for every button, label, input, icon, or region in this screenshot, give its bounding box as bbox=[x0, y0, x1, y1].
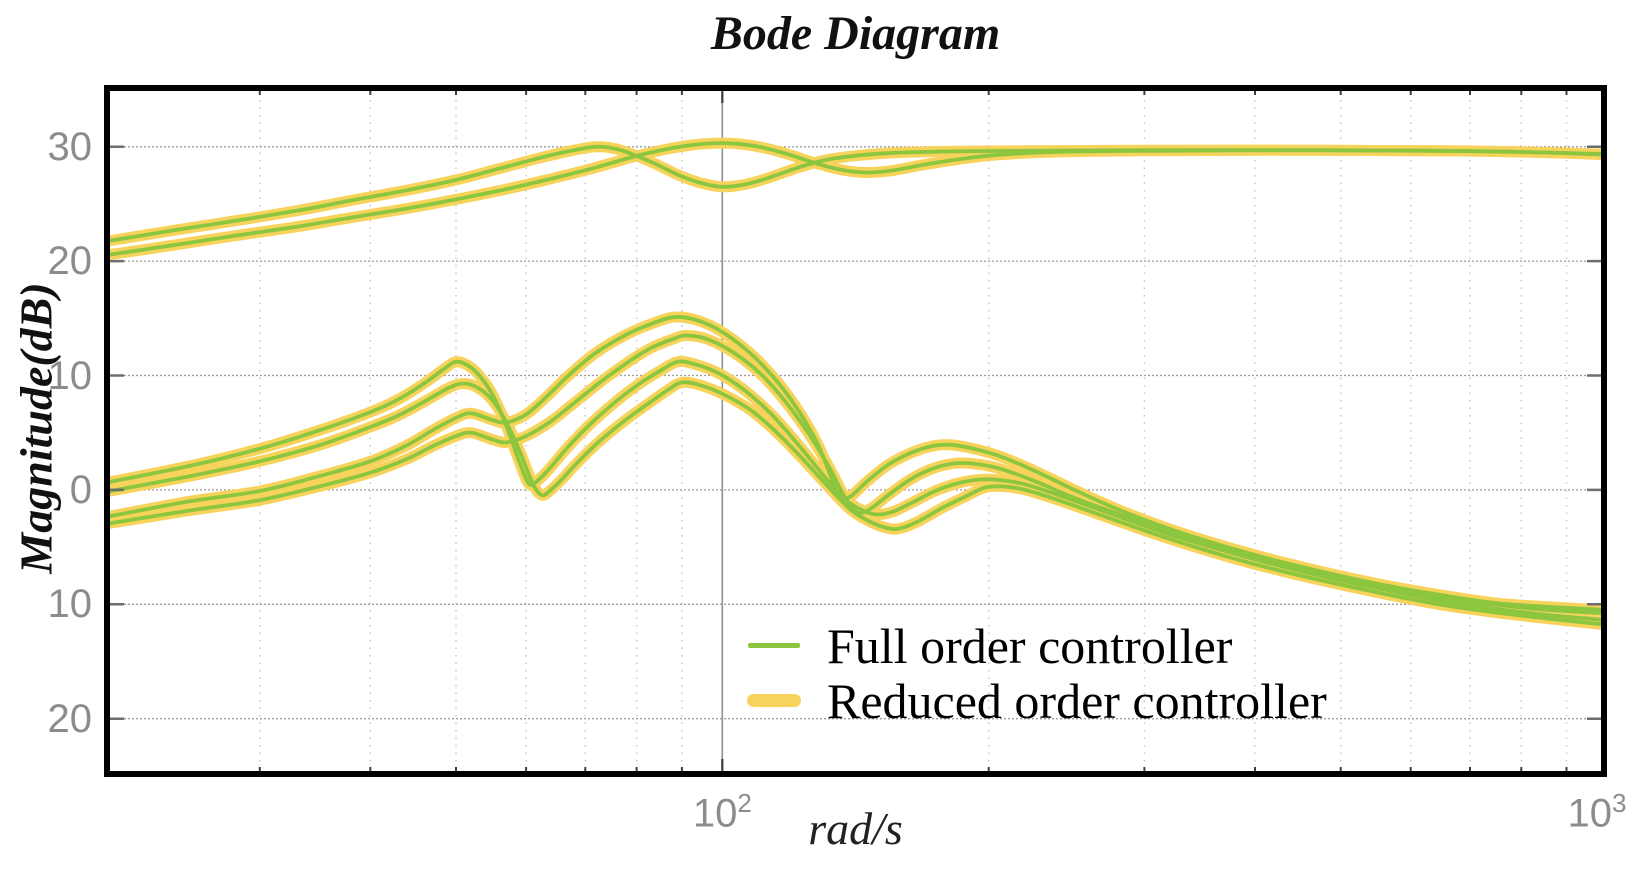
legend-sample-full-order bbox=[733, 643, 815, 648]
curve-lower-1-reduced bbox=[104, 311, 1607, 616]
y-tick-label-20: 20 bbox=[47, 239, 93, 284]
legend: Full order controller Reduced order cont… bbox=[733, 617, 1327, 729]
legend-sample-reduced-order bbox=[733, 694, 815, 707]
plot-area bbox=[104, 85, 1607, 777]
y-tick-label--10: 10 bbox=[47, 582, 93, 627]
curves-full-order bbox=[104, 141, 1607, 627]
y-tick-label-0: 0 bbox=[69, 467, 92, 512]
chart-title: Bode Diagram bbox=[710, 7, 1001, 60]
legend-label-full-order: Full order controller bbox=[827, 617, 1233, 674]
x-tick-label-1000: 103 bbox=[1527, 788, 1638, 836]
curve-lower-3-full bbox=[104, 359, 1607, 623]
legend-item-full-order: Full order controller bbox=[733, 617, 1327, 674]
x-tick-exponent: 3 bbox=[1612, 788, 1627, 818]
y-tick-label-10: 10 bbox=[47, 353, 93, 398]
axes-border bbox=[104, 85, 1607, 777]
curve-lower-1-full bbox=[104, 315, 1607, 612]
y-tick-label-30: 30 bbox=[47, 124, 93, 169]
x-axis-label: rad/s bbox=[808, 803, 903, 854]
x-tick-base: 10 bbox=[1567, 791, 1613, 836]
curve-upper-1-reduced bbox=[104, 141, 1607, 248]
full-order-line-icon bbox=[748, 643, 800, 648]
legend-label-reduced-order: Reduced order controller bbox=[827, 672, 1327, 729]
curves-reduced-order bbox=[104, 137, 1607, 631]
curve-lower-4-full bbox=[104, 380, 1607, 627]
y-axis-label: Magnitude(dB) bbox=[10, 282, 62, 574]
y-tick-label--20: 20 bbox=[47, 696, 93, 741]
x-tick-exponent: 2 bbox=[737, 788, 752, 818]
curve-lower-2-full bbox=[104, 333, 1607, 616]
curve-upper-2-full bbox=[104, 141, 1607, 258]
legend-item-reduced-order: Reduced order controller bbox=[733, 672, 1327, 729]
x-tick-base: 10 bbox=[692, 791, 738, 836]
x-tick-label-100: 102 bbox=[652, 788, 792, 836]
reduced-order-line-icon bbox=[747, 694, 801, 707]
